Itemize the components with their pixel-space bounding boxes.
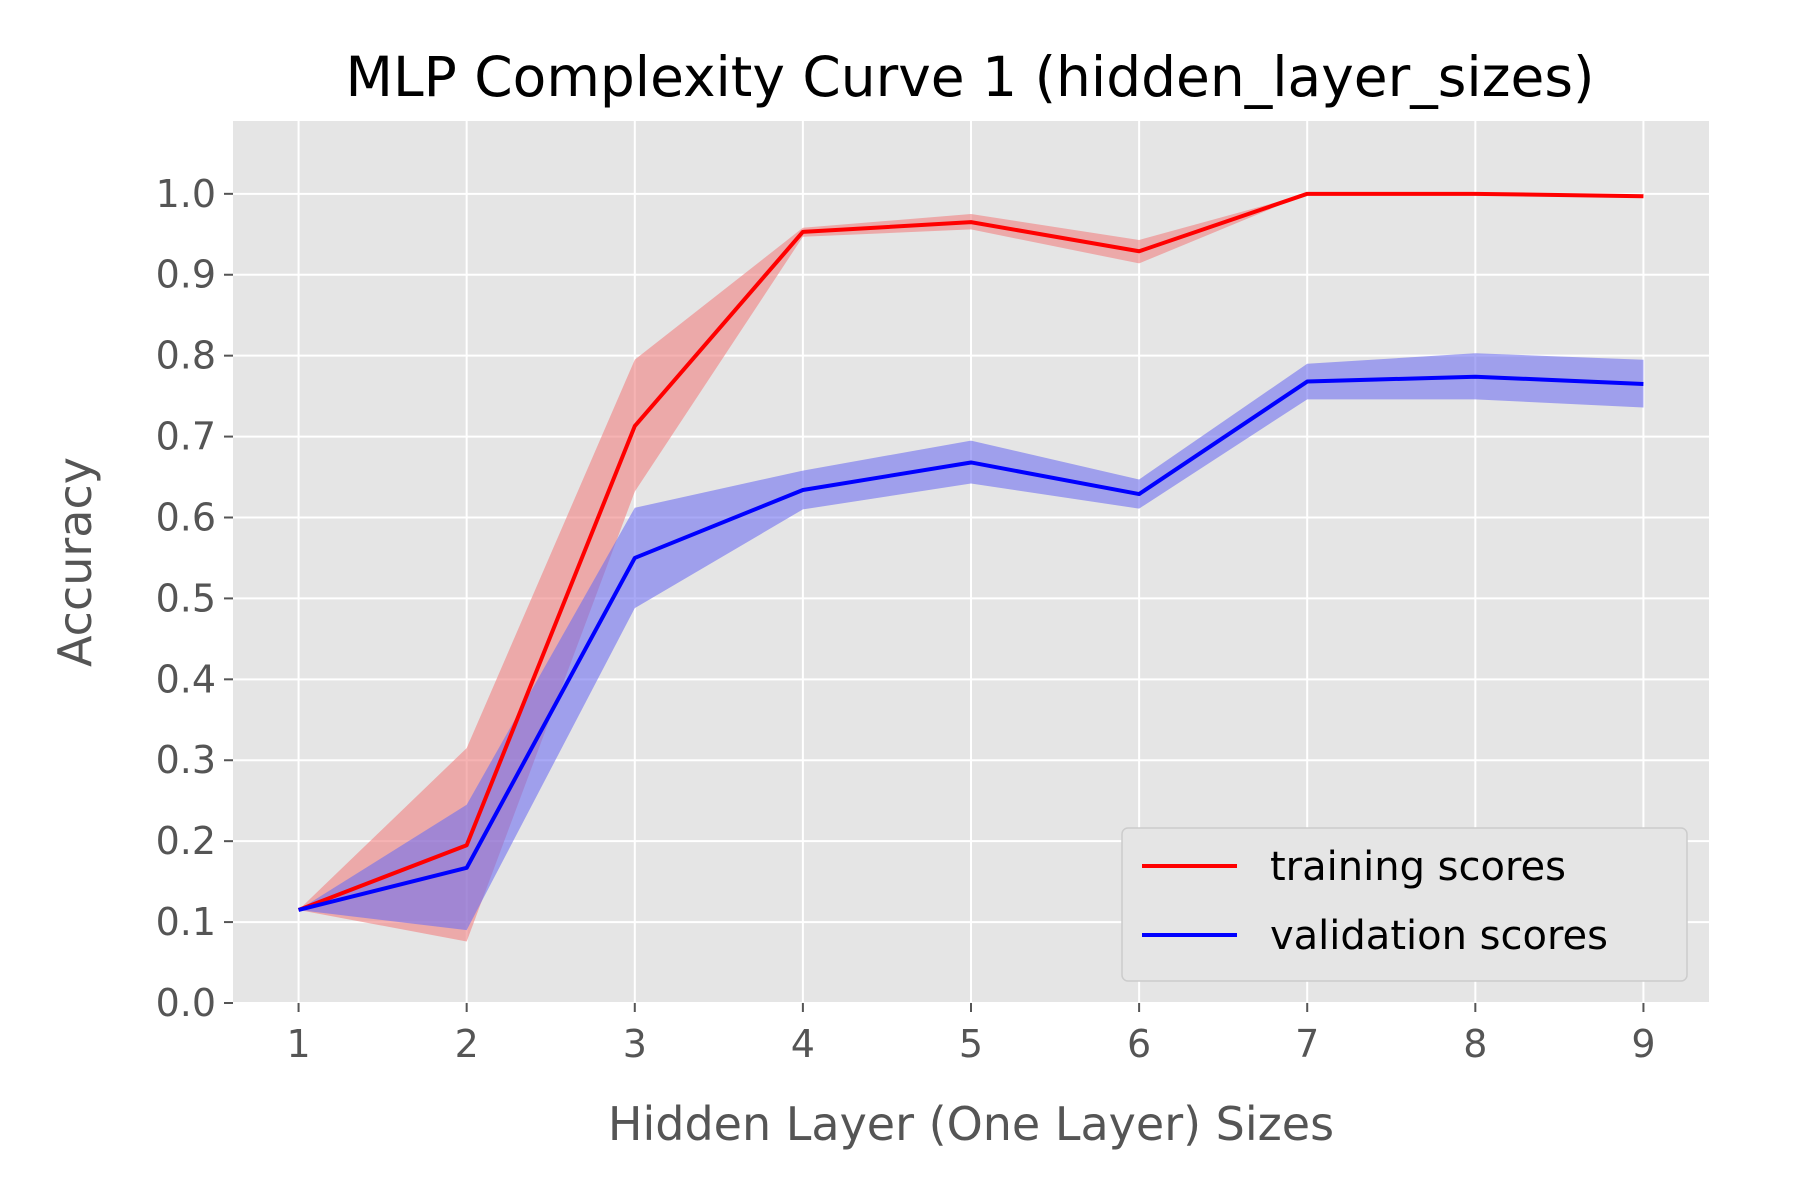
legend-label-validation: validation scores <box>1270 913 1608 959</box>
x-axis-label: Hidden Layer (One Layer) Sizes <box>608 1097 1334 1151</box>
y-tick-label: 0.8 <box>156 334 216 378</box>
x-tick-label: 6 <box>1127 1022 1151 1066</box>
y-tick-label: 0.4 <box>156 657 216 701</box>
x-tick-label: 9 <box>1631 1022 1655 1066</box>
series-lines <box>297 191 1644 912</box>
x-tick-label: 1 <box>286 1022 310 1066</box>
y-tick-label: 0.1 <box>156 900 216 944</box>
series-line-1 <box>298 374 1644 912</box>
x-ticks: 1 2 3 4 5 6 7 8 9 <box>286 1003 1656 1066</box>
x-tick-label: 7 <box>1295 1022 1319 1066</box>
y-ticks: 0.0 0.1 0.2 0.3 0.4 0.5 0.6 0.7 0.8 0.9 1.0 <box>156 172 233 1025</box>
y-tick-label: 1.0 <box>156 172 216 216</box>
x-tick-label: 2 <box>455 1022 479 1066</box>
series-line-0 <box>297 191 1644 912</box>
confidence-bands <box>298 193 1644 942</box>
x-tick-label: 3 <box>623 1022 647 1066</box>
confidence-band-1 <box>298 353 1644 931</box>
y-tick-label: 0.5 <box>156 576 216 620</box>
legend-box <box>1121 827 1688 982</box>
confidence-band-0 <box>298 193 1644 942</box>
y-tick-label: 0.0 <box>156 981 216 1025</box>
legend: training scores validation scores <box>1121 827 1688 982</box>
y-tick-label: 0.3 <box>156 738 216 782</box>
y-tick-label: 0.6 <box>156 495 216 539</box>
x-tick-label: 8 <box>1463 1022 1487 1066</box>
y-axis-label: Accuracy <box>48 457 102 667</box>
chart-title: MLP Complexity Curve 1 (hidden_layer_siz… <box>346 45 1595 109</box>
y-tick-label: 0.2 <box>156 819 216 863</box>
legend-label-training: training scores <box>1270 844 1566 890</box>
y-tick-label: 0.7 <box>156 415 216 459</box>
x-tick-label: 4 <box>791 1022 815 1066</box>
y-tick-label: 0.9 <box>156 253 216 297</box>
x-tick-label: 5 <box>959 1022 983 1066</box>
